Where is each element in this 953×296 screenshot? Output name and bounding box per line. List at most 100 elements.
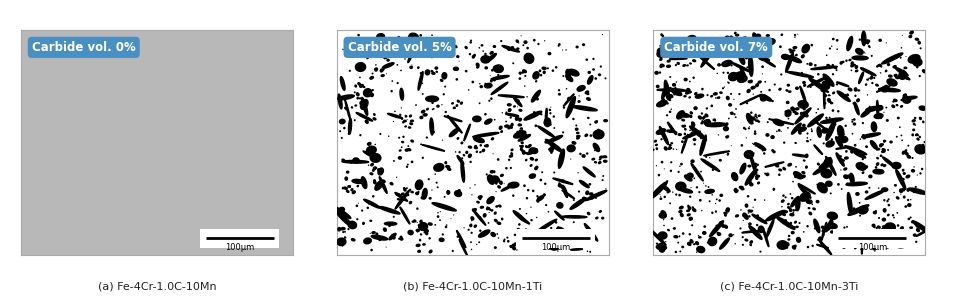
Point — [512, 144, 527, 148]
Ellipse shape — [700, 49, 713, 67]
Ellipse shape — [405, 116, 406, 117]
Point — [543, 150, 558, 155]
Ellipse shape — [491, 75, 509, 80]
Point — [843, 118, 859, 122]
Ellipse shape — [757, 182, 759, 184]
Ellipse shape — [749, 155, 756, 175]
Ellipse shape — [893, 99, 896, 102]
Point — [711, 198, 726, 203]
Ellipse shape — [686, 65, 687, 66]
Ellipse shape — [562, 94, 574, 106]
Ellipse shape — [877, 226, 880, 228]
Point — [800, 245, 815, 250]
Point — [570, 170, 585, 175]
Point — [823, 137, 839, 142]
Ellipse shape — [894, 185, 895, 186]
Point — [545, 68, 560, 73]
Ellipse shape — [471, 217, 474, 220]
Ellipse shape — [370, 77, 373, 79]
Point — [821, 93, 837, 98]
Ellipse shape — [494, 247, 496, 248]
Ellipse shape — [892, 66, 895, 68]
Ellipse shape — [537, 196, 543, 201]
Point — [394, 116, 409, 121]
Point — [821, 93, 836, 98]
Point — [582, 250, 598, 254]
Point — [865, 229, 881, 233]
Ellipse shape — [919, 118, 921, 120]
Ellipse shape — [460, 102, 462, 104]
Ellipse shape — [777, 241, 787, 249]
Ellipse shape — [340, 77, 345, 90]
Ellipse shape — [734, 189, 737, 192]
Text: 100μm: 100μm — [857, 243, 886, 252]
Point — [410, 229, 425, 234]
Point — [785, 210, 801, 215]
Ellipse shape — [500, 186, 511, 191]
Ellipse shape — [860, 68, 875, 76]
Ellipse shape — [337, 95, 354, 100]
Point — [707, 201, 722, 206]
Ellipse shape — [850, 151, 852, 153]
Point — [478, 172, 494, 177]
Ellipse shape — [479, 86, 482, 88]
Ellipse shape — [398, 238, 399, 239]
Ellipse shape — [911, 221, 913, 223]
Point — [807, 63, 822, 68]
Ellipse shape — [529, 238, 532, 240]
Ellipse shape — [657, 48, 667, 57]
Ellipse shape — [351, 239, 355, 241]
Ellipse shape — [476, 63, 478, 66]
Point — [902, 34, 918, 38]
Point — [465, 80, 480, 84]
Ellipse shape — [454, 46, 456, 48]
Ellipse shape — [785, 90, 787, 91]
Point — [756, 41, 771, 46]
Point — [893, 46, 908, 50]
Ellipse shape — [691, 124, 694, 127]
Point — [727, 115, 742, 120]
Point — [492, 73, 507, 78]
Point — [815, 233, 830, 237]
Ellipse shape — [787, 163, 791, 166]
Point — [772, 44, 787, 49]
Ellipse shape — [913, 234, 915, 236]
Ellipse shape — [724, 36, 728, 38]
Point — [802, 137, 818, 142]
Point — [761, 88, 777, 92]
Point — [748, 115, 763, 120]
Ellipse shape — [663, 80, 669, 100]
Ellipse shape — [847, 88, 851, 91]
Ellipse shape — [698, 49, 700, 50]
Ellipse shape — [362, 222, 364, 224]
Ellipse shape — [876, 86, 889, 92]
Ellipse shape — [821, 226, 822, 228]
Ellipse shape — [748, 55, 752, 76]
Point — [557, 231, 572, 236]
Point — [667, 85, 682, 90]
Point — [555, 130, 570, 135]
Ellipse shape — [872, 169, 882, 174]
Point — [688, 170, 703, 174]
Ellipse shape — [803, 85, 804, 86]
Point — [452, 150, 467, 155]
Ellipse shape — [544, 141, 548, 143]
Point — [886, 65, 902, 70]
Ellipse shape — [899, 189, 902, 192]
Ellipse shape — [407, 38, 411, 40]
Ellipse shape — [808, 212, 811, 215]
Ellipse shape — [558, 44, 559, 45]
Point — [517, 84, 532, 89]
Ellipse shape — [390, 183, 393, 185]
Point — [669, 37, 684, 41]
Point — [426, 107, 441, 111]
Point — [824, 63, 840, 68]
Ellipse shape — [505, 113, 518, 116]
Ellipse shape — [855, 66, 857, 68]
Ellipse shape — [549, 124, 551, 125]
Point — [595, 174, 610, 178]
Ellipse shape — [592, 69, 594, 70]
Ellipse shape — [906, 189, 908, 191]
Ellipse shape — [589, 193, 592, 195]
Ellipse shape — [832, 38, 833, 40]
